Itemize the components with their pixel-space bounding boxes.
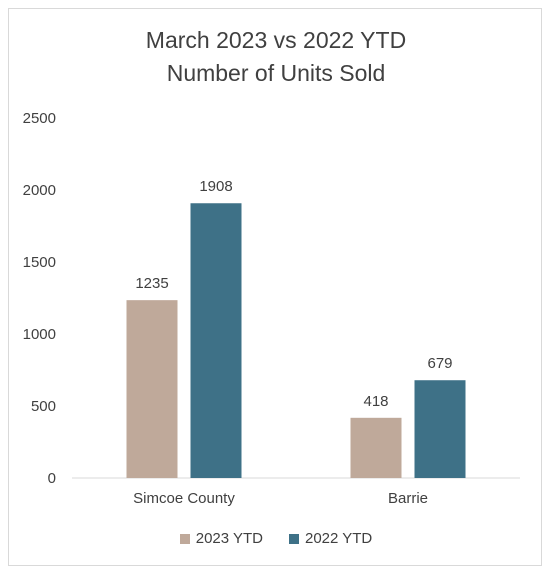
legend: 2023 YTD 2022 YTD (0, 530, 552, 547)
data-label: 1908 (199, 178, 232, 195)
y-tick-label: 0 (48, 470, 56, 487)
y-tick-label: 1000 (23, 326, 56, 343)
y-tick-label: 2000 (23, 182, 56, 199)
legend-swatch-2022 (289, 533, 299, 544)
y-tick-label: 2500 (23, 110, 56, 127)
data-label: 679 (427, 355, 452, 372)
bar-2023-ytd-barrie (350, 417, 402, 478)
data-label: 1235 (135, 275, 168, 292)
bar-2022-ytd-simcoe-county (190, 203, 242, 479)
chart-title-line-2: Number of Units Sold (166, 60, 386, 86)
bar-2023-ytd-simcoe-county (126, 300, 178, 478)
chart-title: March 2023 vs 2022 YTD Number of Units S… (0, 24, 552, 90)
legend-item-2023: 2023 YTD (179, 530, 263, 547)
legend-label-2023: 2023 YTD (195, 530, 263, 547)
y-tick-label: 500 (31, 398, 56, 415)
x-category-label: Simcoe County (133, 490, 235, 507)
legend-swatch-2023 (179, 533, 190, 544)
legend-item-2022: 2022 YTD (289, 530, 372, 547)
y-tick-label: 1500 (23, 254, 56, 271)
bar-2022-ytd-barrie (414, 380, 466, 478)
legend-label-2022: 2022 YTD (305, 530, 373, 547)
x-category-label: Barrie (388, 490, 428, 507)
data-label: 418 (363, 393, 388, 410)
chart-title-line-1: March 2023 vs 2022 YTD (145, 27, 407, 53)
